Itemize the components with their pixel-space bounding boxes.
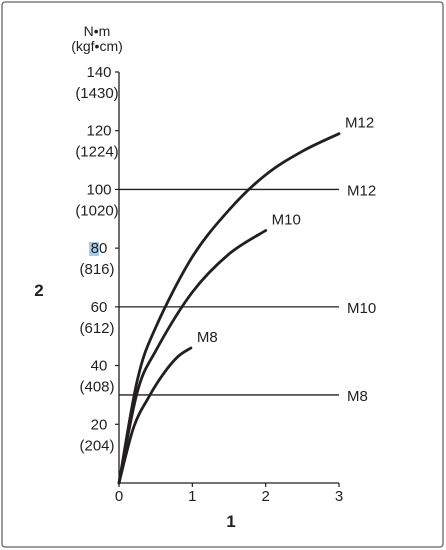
x-axis-marker: 1: [226, 512, 235, 531]
y-tick-label: 120: [86, 123, 111, 140]
x-tick-label: 2: [261, 488, 269, 505]
curve-label-m12: M12: [345, 115, 374, 132]
y-tick-sublabel: (408): [79, 379, 114, 396]
unit-label-kgfcm: (kgf•cm): [71, 38, 123, 54]
y-tick-sublabel: (204): [79, 437, 114, 454]
x-ticks: 0 1 2 3: [115, 483, 343, 505]
y-tick-sublabel: (1020): [75, 202, 118, 219]
axes: [118, 72, 339, 484]
y-tick-label: 40: [91, 358, 108, 375]
curve-label-m10: M10: [272, 212, 301, 229]
curves: M12 M10 M8: [117, 115, 374, 485]
curve-m10: [117, 229, 268, 485]
y-tick-label: 100: [86, 181, 111, 198]
y-tick-label: 60: [91, 299, 108, 316]
y-tick-sublabel: (816): [79, 261, 114, 278]
curve-label-m8: M8: [197, 329, 218, 346]
highlight-mark: [89, 242, 99, 256]
curve-m8: [117, 346, 193, 485]
y-tick-label: 140: [86, 64, 111, 81]
y-tick-sublabel: (1224): [75, 144, 118, 161]
y-tick-label: 20: [91, 416, 108, 433]
y-tick-label: 80: [91, 240, 108, 257]
x-tick-label: 1: [188, 488, 196, 505]
threshold-lines: M12 M10 M8: [119, 182, 376, 405]
threshold-label-m12: M12: [347, 182, 376, 199]
threshold-label-m8: M8: [347, 388, 368, 405]
y-tick-sublabel: (1430): [75, 85, 118, 102]
unit-label-nm: N•m: [84, 23, 111, 39]
x-tick-label: 3: [335, 488, 343, 505]
y-tick-sublabel: (612): [79, 320, 114, 337]
threshold-label-m10: M10: [347, 300, 376, 317]
curve-m12: [117, 132, 341, 485]
x-tick-label: 0: [115, 488, 123, 505]
y-axis-marker: 2: [34, 281, 43, 300]
y-ticks: 20 (204) 40 (408) 60 (612) 80 (816) 100 (1020) 120…: [75, 64, 119, 454]
